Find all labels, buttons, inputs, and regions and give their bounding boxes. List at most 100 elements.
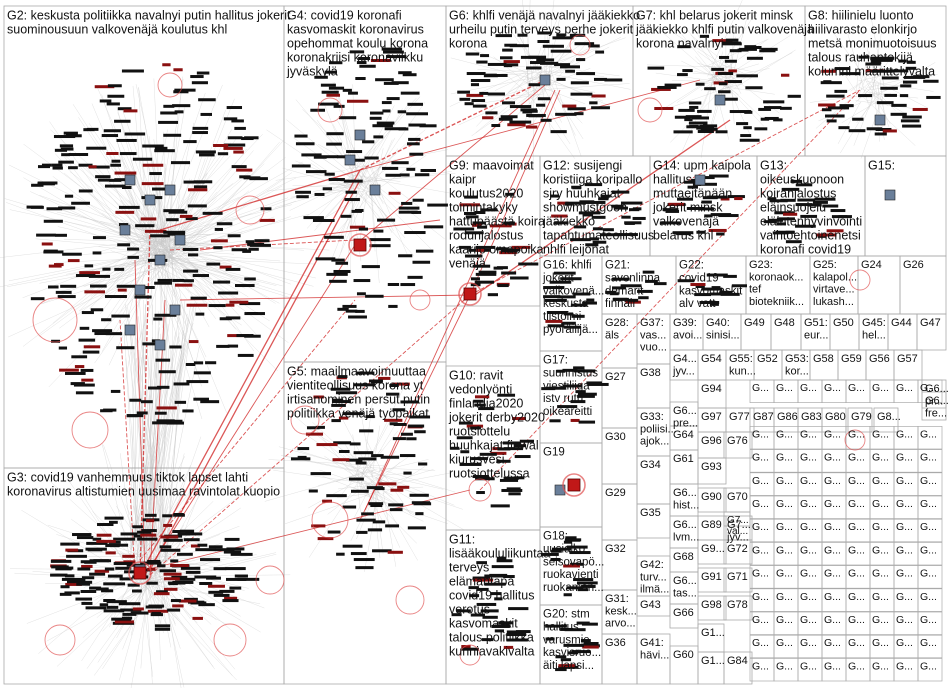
node-label xyxy=(183,279,194,283)
node-label xyxy=(478,270,497,274)
node-label xyxy=(116,346,135,350)
small-cell-label: G... xyxy=(896,382,913,394)
node-label xyxy=(763,100,785,104)
group-label-line: tapahtumateollisuus xyxy=(543,229,654,243)
node-label xyxy=(653,282,667,286)
group-cell-g71 xyxy=(723,567,753,593)
group-label-line: korona navalnyi xyxy=(636,37,724,51)
node-label xyxy=(510,276,529,280)
group-cell-small xyxy=(917,449,943,473)
node-label xyxy=(84,290,105,294)
node-label xyxy=(618,233,638,237)
node-label xyxy=(104,567,115,571)
gray-edge xyxy=(166,76,183,254)
gray-edge xyxy=(519,94,538,106)
gray-edge xyxy=(170,256,180,342)
node-label xyxy=(427,203,448,207)
node-label xyxy=(327,530,341,534)
node-label xyxy=(790,179,803,183)
group-label-line: covid19 hallitus xyxy=(449,589,534,603)
node-halo xyxy=(637,97,663,123)
node-label xyxy=(84,264,94,268)
group-label-g54: G54 xyxy=(701,353,722,365)
node-label xyxy=(195,312,205,316)
node-label xyxy=(144,513,157,517)
node-label xyxy=(474,211,486,215)
node-label xyxy=(464,211,477,215)
node-label xyxy=(482,638,494,642)
small-cell-label: G... xyxy=(776,382,793,394)
gray-edge xyxy=(160,345,170,544)
node-label xyxy=(97,523,114,527)
small-cell-label: G... xyxy=(824,637,841,649)
avatar xyxy=(539,74,551,86)
gray-edge xyxy=(268,459,385,467)
node-label xyxy=(237,353,254,357)
node-label xyxy=(815,233,837,237)
node-label xyxy=(783,212,798,216)
group-label-line: jokerit minsk xyxy=(652,201,723,215)
node-label xyxy=(729,110,752,114)
gray-edge xyxy=(6,254,175,288)
node-label xyxy=(103,582,126,586)
node-label xyxy=(495,247,509,251)
node-label xyxy=(513,444,527,448)
node-label xyxy=(664,83,682,87)
node-halo xyxy=(128,561,152,585)
group-cell-g91 xyxy=(697,567,727,593)
group-label-line: G28: xyxy=(605,317,629,329)
node-label xyxy=(214,548,235,552)
group-label-line: G45: xyxy=(862,317,886,329)
small-cell-label: G... xyxy=(848,475,865,487)
node-label xyxy=(459,245,471,249)
node-halo xyxy=(849,269,871,291)
small-cell-label: G... xyxy=(752,498,769,510)
node-label xyxy=(543,295,561,299)
gray-edge xyxy=(369,160,399,181)
node-label xyxy=(172,604,184,608)
node-label xyxy=(458,421,473,425)
node-label xyxy=(573,366,585,370)
group-label-line: biotekniik... xyxy=(749,296,804,308)
node-label xyxy=(198,98,216,102)
gray-edge xyxy=(357,418,392,483)
node-label xyxy=(591,94,606,98)
node-label xyxy=(380,455,400,459)
small-cell-label: G... xyxy=(848,544,865,556)
group-label-line: muttaeitänään xyxy=(653,187,732,201)
node-label xyxy=(184,597,198,601)
gray-edge xyxy=(532,83,630,91)
node-label xyxy=(58,160,74,164)
node-label xyxy=(75,597,93,601)
small-cell-label: G... xyxy=(824,660,841,672)
node-label xyxy=(795,203,813,207)
node-label xyxy=(53,135,76,139)
node-label xyxy=(600,194,611,198)
node-label xyxy=(121,69,144,73)
small-cell-label: G... xyxy=(752,568,769,580)
group-label-g32: G32 xyxy=(605,543,626,555)
node-label xyxy=(159,545,172,549)
gray-edge xyxy=(156,196,240,237)
node-label xyxy=(173,382,190,386)
node-label xyxy=(600,233,620,237)
group-label-line: G30 xyxy=(605,431,626,443)
node-label xyxy=(372,124,393,128)
node-label xyxy=(754,127,768,131)
node-label xyxy=(172,530,181,534)
node-label xyxy=(551,547,572,551)
node-label xyxy=(335,261,349,265)
gray-edge xyxy=(527,0,531,80)
gray-edge xyxy=(144,464,147,579)
gray-edge xyxy=(862,68,873,80)
node-label xyxy=(333,104,345,108)
node-label xyxy=(581,622,598,626)
node-label xyxy=(163,538,183,542)
small-cell-label: G... xyxy=(920,475,937,487)
node-label xyxy=(173,68,183,72)
node-label xyxy=(223,117,238,121)
node-label xyxy=(81,311,94,315)
node-label xyxy=(114,267,125,271)
group-label-g36: G36 xyxy=(605,637,626,649)
node-label xyxy=(358,457,377,461)
